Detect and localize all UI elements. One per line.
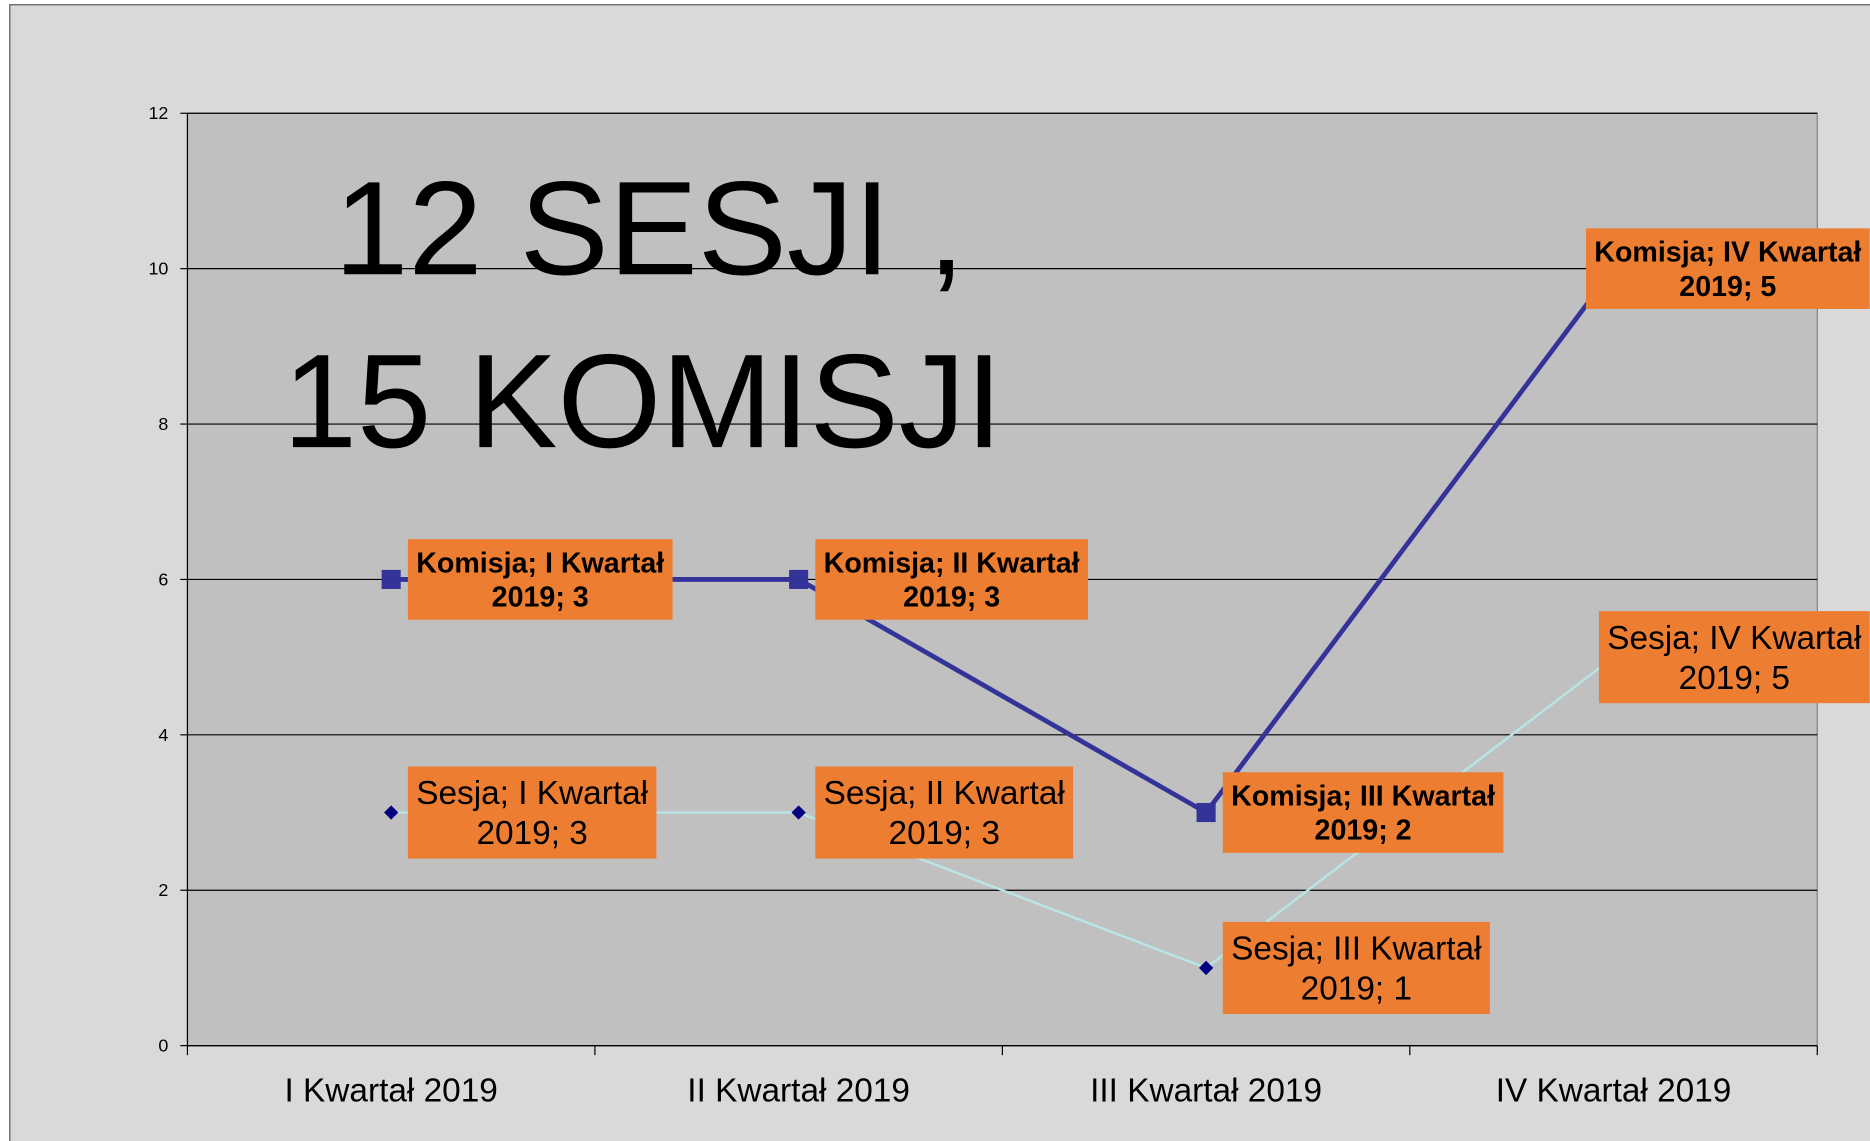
data-label: Sesja; IV Kwartał 2019; 5 [1598,611,1870,704]
x-tick-label: I Kwartał 2019 [284,1073,497,1110]
data-label-text: Sesja; IV Kwartał 2019; 5 [1607,620,1862,697]
data-label-text: Komisja; I Kwartał 2019; 3 [416,547,664,613]
y-tick-label: 8 [158,414,168,434]
marker [381,569,401,589]
data-label: Sesja; III Kwartał 2019; 1 [1222,921,1490,1014]
data-label-text: Sesja; II Kwartał 2019; 3 [824,775,1066,852]
data-label: Komisja; III Kwartał 2019; 2 [1222,772,1504,853]
y-tick-label: 10 [148,259,168,279]
data-label: Komisja; I Kwartał 2019; 3 [407,539,673,620]
data-label: Sesja; II Kwartał 2019; 3 [815,766,1074,859]
data-label-box [815,766,1074,859]
data-label-box [815,539,1088,620]
marker [384,805,399,820]
x-tick-label: II Kwartał 2019 [687,1073,910,1110]
marker [791,805,806,820]
marker [789,569,809,589]
data-label-box [407,539,673,620]
data-label-box [1585,228,1870,309]
y-tick-label: 0 [158,1036,168,1056]
data-label: Sesja; I Kwartał 2019; 3 [407,766,657,859]
data-label: Komisja; IV Kwartał 2019; 5 [1585,228,1870,309]
data-label-box [407,766,657,859]
y-tick-label: 6 [158,569,168,589]
marker [1196,802,1216,823]
annotation: 12 SESJI , [334,154,965,303]
x-tick-label: III Kwartał 2019 [1090,1073,1322,1110]
data-label-text: Sesja; I Kwartał 2019; 3 [416,775,648,852]
y-tick-label: 4 [158,725,168,745]
data-label-text: Sesja; III Kwartał 2019; 1 [1231,931,1482,1008]
y-tick-label: 12 [148,103,168,123]
data-label-text: Komisja; III Kwartał 2019; 2 [1231,780,1495,846]
data-label-text: Komisja; IV Kwartał 2019; 5 [1594,237,1861,303]
x-tick-label: IV Kwartał 2019 [1496,1073,1732,1110]
annotation: 15 KOMISJI [283,327,1003,476]
data-label-box [1222,772,1504,853]
marker [1198,960,1214,976]
data-label-box [1598,611,1870,704]
y-tick-label: 2 [158,880,168,900]
data-label: Komisja; II Kwartał 2019; 3 [815,539,1088,620]
data-label-text: Komisja; II Kwartał 2019; 3 [824,547,1080,613]
data-label-box [1222,921,1490,1014]
